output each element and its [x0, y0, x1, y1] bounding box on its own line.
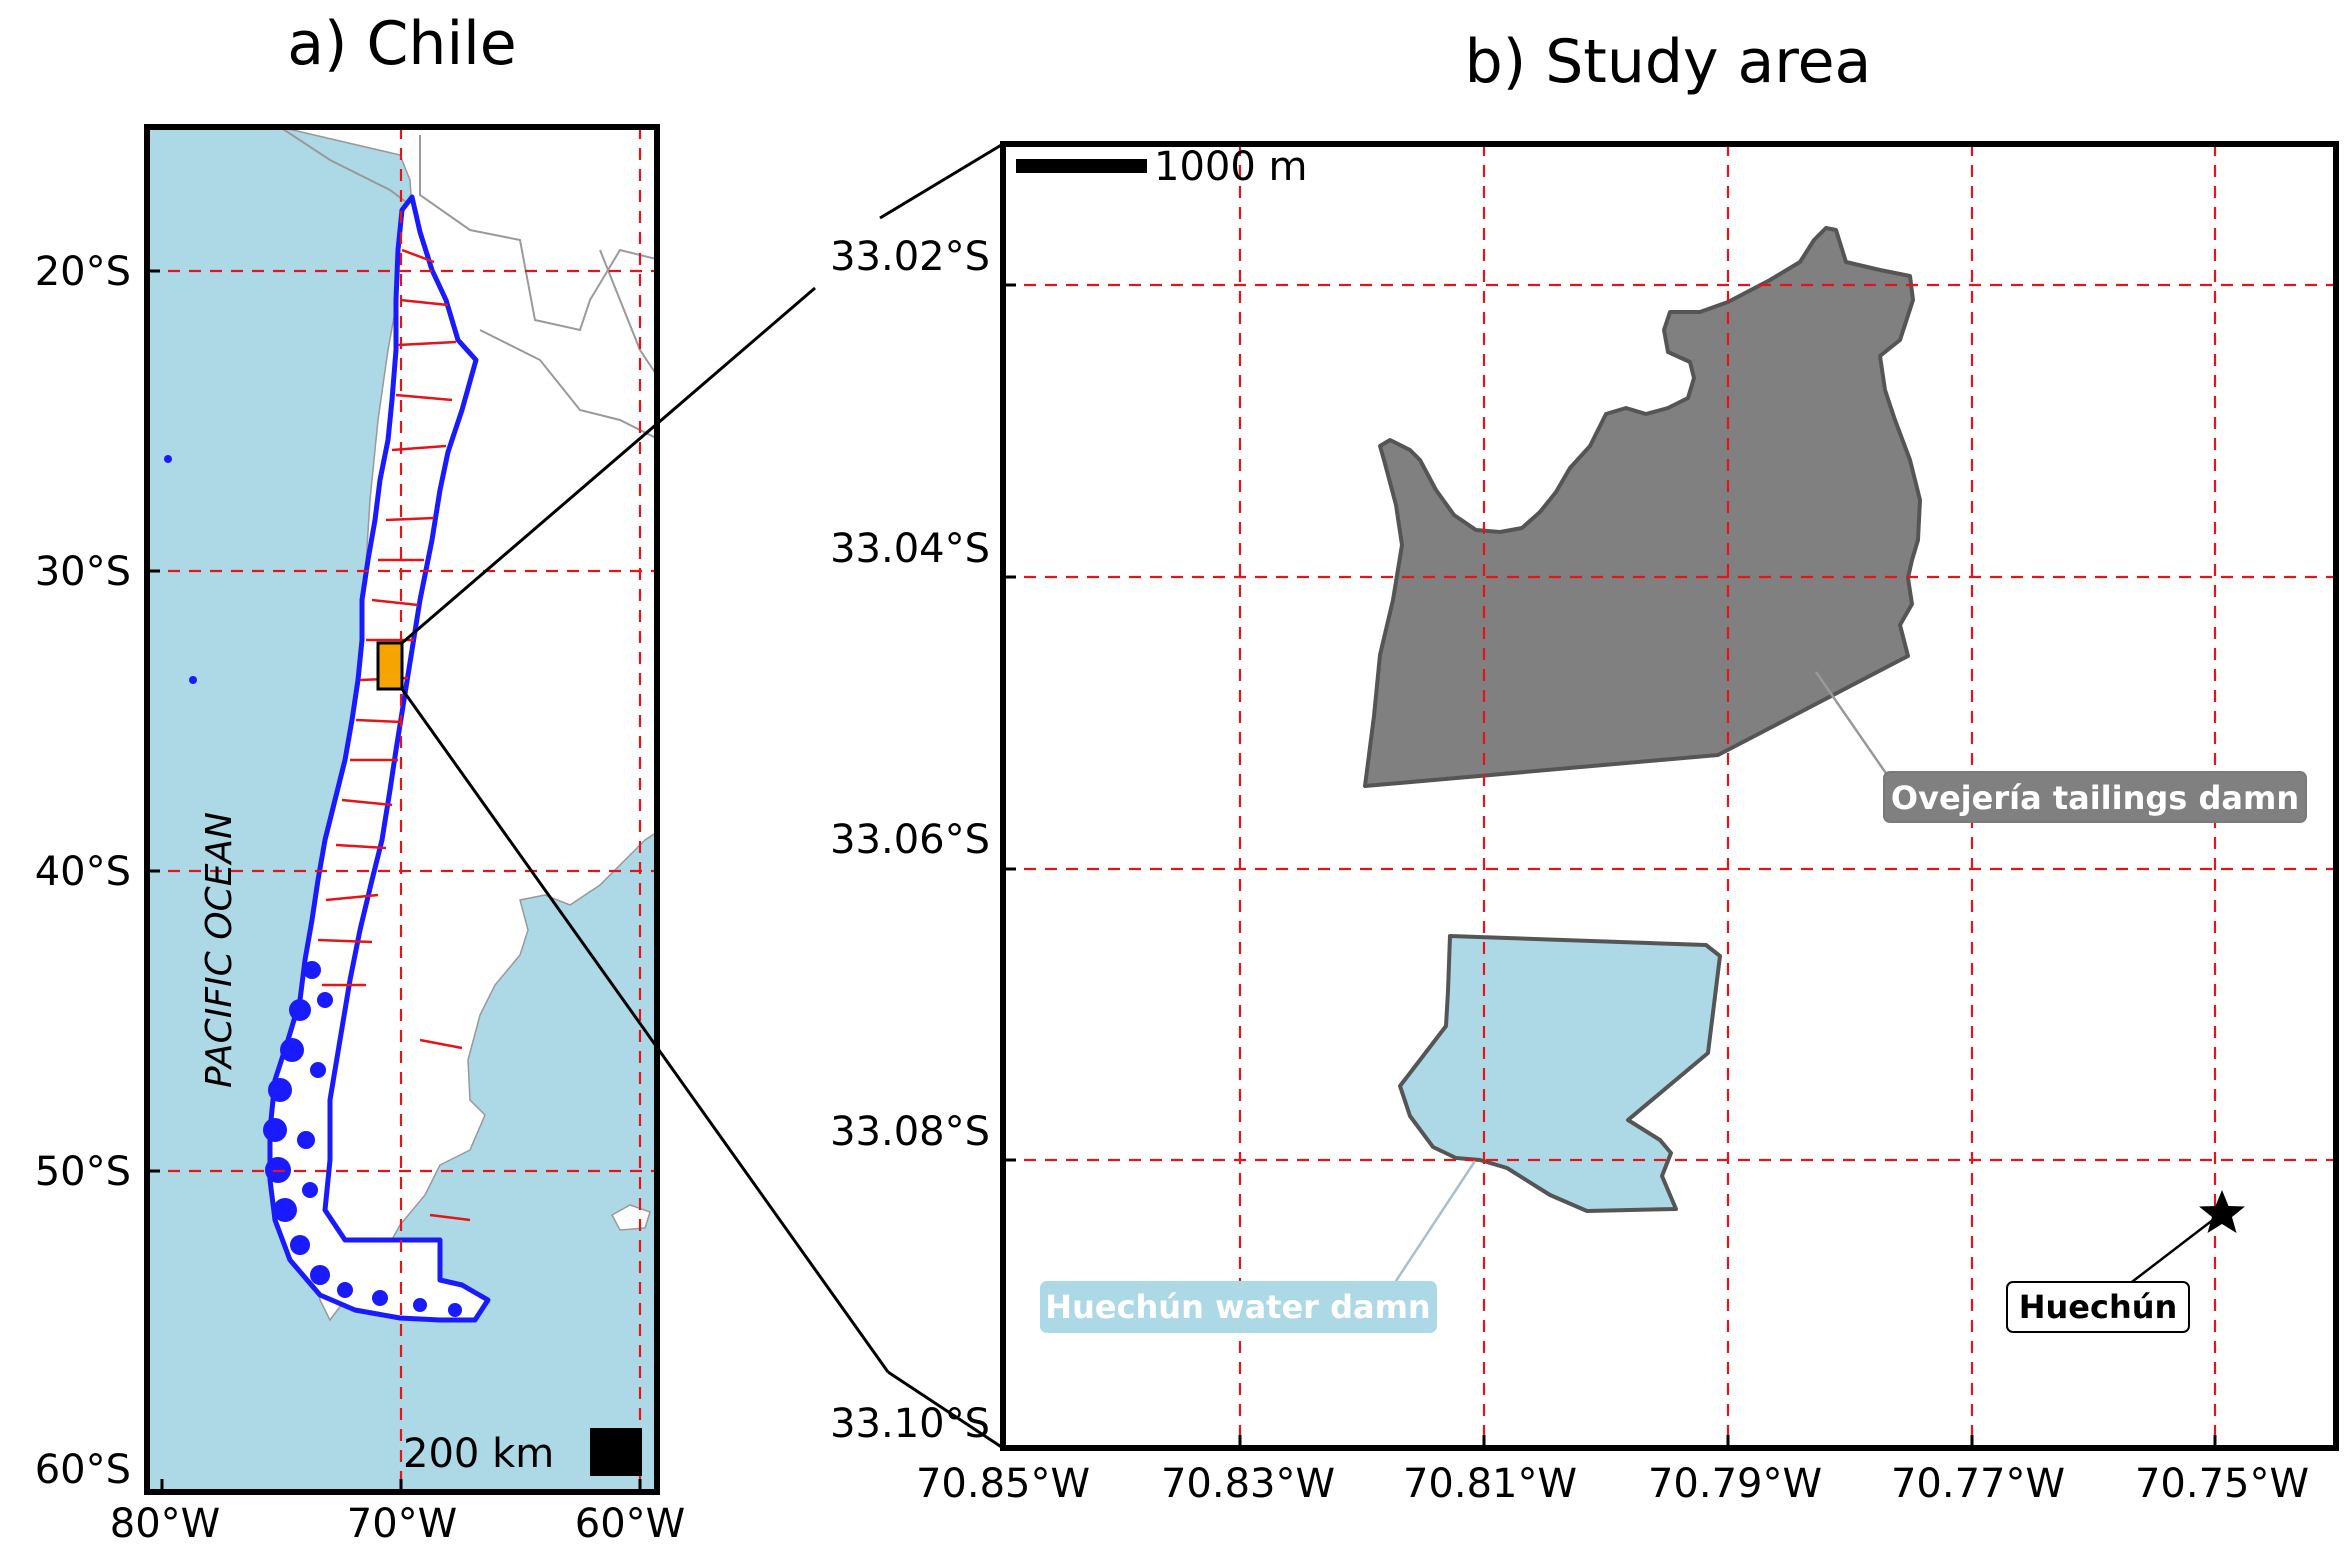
lon-tick-70-81w: 70.81°W: [1403, 1461, 1577, 1507]
huechun-water-dam[interactable]: [1398, 934, 1722, 1213]
panel-a-scale-bar-label: 200 km: [403, 1431, 554, 1477]
panel-a-tick-marks: [147, 269, 642, 1492]
chile-archipelago: [164, 455, 462, 1317]
panel-b-tick-marks: [1003, 283, 2217, 1448]
lon-tick-70w: 70°W: [347, 1501, 457, 1547]
country-border-argentina-north: [599, 249, 657, 378]
panel-a-title: a) Chile: [287, 9, 516, 79]
chile-country-outline: [267, 194, 491, 1323]
lat-tick-33-02s: 33.02°S: [830, 234, 990, 280]
panel-b-scale-bar: [1016, 159, 1147, 173]
town-leader-line: [2123, 1215, 2219, 1289]
water-dam-annotation: Huechún water damn: [1040, 1281, 1437, 1333]
lon-tick-70-79w: 70.79°W: [1648, 1461, 1822, 1507]
lon-tick-70-77w: 70.77°W: [1891, 1461, 2065, 1507]
lat-tick-40s: 40°S: [35, 849, 131, 895]
pacific-ocean-label: PACIFIC OCEAN: [199, 812, 240, 1088]
star-icon[interactable]: [2199, 1190, 2245, 1233]
lon-tick-80w: 80°W: [110, 1501, 220, 1547]
lat-tick-30s: 30°S: [35, 549, 131, 595]
panel-a-scale-bar: [590, 1428, 642, 1476]
panel-b-frame: [1000, 141, 2339, 1451]
inset-connector-lines: [400, 142, 1004, 1450]
water-dam-label: Huechún water damn: [1045, 1288, 1430, 1326]
panel-a-lon-ticks: 80°W 70°W 60°W: [110, 1501, 685, 1547]
lat-tick-33-10s: 33.10°S: [830, 1401, 990, 1447]
panel-b-lon-ticks: 70.85°W 70.83°W 70.81°W 70.79°W 70.77°W …: [916, 1461, 2309, 1507]
town-label: Huechún: [2019, 1288, 2178, 1326]
study-area-box[interactable]: [376, 641, 404, 691]
panel-a-lat-ticks: 20°S 30°S 40°S 50°S 60°S: [35, 249, 131, 1493]
panel-b-title: b) Study area: [1465, 27, 1872, 97]
panel-a-gridlines: [147, 127, 657, 1492]
lon-tick-60w: 60°W: [575, 1501, 685, 1547]
tailings-dam-annotation: Ovejería tailings damn: [1883, 771, 2307, 823]
lat-tick-33-04s: 33.04°S: [830, 526, 990, 572]
tailings-leader-line: [1814, 671, 1894, 783]
lon-tick-70-75w: 70.75°W: [2135, 1461, 2309, 1507]
lon-tick-70-83w: 70.83°W: [1161, 1461, 1335, 1507]
south-america-land: [279, 127, 657, 1322]
country-border-bolivia: [419, 135, 657, 440]
lon-tick-70-85w: 70.85°W: [916, 1461, 1090, 1507]
lat-tick-50s: 50°S: [35, 1149, 131, 1195]
tailings-dam-label: Ovejería tailings damn: [1891, 779, 2299, 817]
ovejeria-tailings-dam[interactable]: [1363, 226, 1922, 788]
town-annotation: Huechún: [2006, 1281, 2190, 1333]
panel-b-scale-bar-label: 1000 m: [1154, 144, 1307, 190]
lat-tick-60s: 60°S: [35, 1447, 131, 1493]
lat-tick-33-06s: 33.06°S: [830, 817, 990, 863]
lat-tick-33-08s: 33.08°S: [830, 1109, 990, 1155]
lat-tick-20s: 20°S: [35, 249, 131, 295]
water-dam-leader-line: [1388, 1160, 1477, 1291]
panel-a-chile-map: a) Chile: [35, 9, 686, 1547]
panel-b-lat-ticks: 33.02°S 33.04°S 33.06°S 33.08°S 33.10°S: [830, 234, 990, 1447]
panel-b-study-area-map: b) Study area: [830, 27, 2339, 1507]
